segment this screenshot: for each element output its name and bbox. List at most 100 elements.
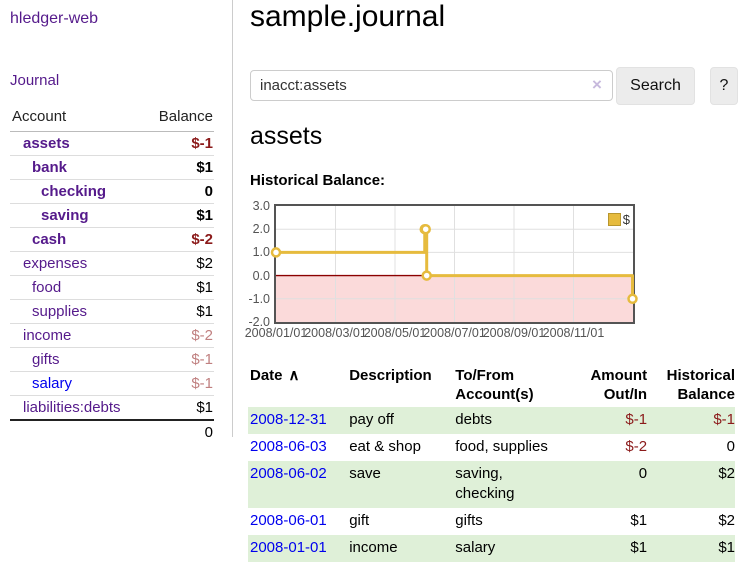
register-row: 2008-06-03 eat & shop food, supplies $-2 0 <box>248 434 735 461</box>
transaction-balance: 0 <box>726 438 735 455</box>
register-col-description: Description <box>349 367 432 384</box>
account-row: food $1 <box>10 275 214 300</box>
legend-swatch-icon <box>607 213 621 226</box>
account-row: income $-2 <box>10 323 214 348</box>
register-row: 2008-01-01 income salary $1 $1 <box>248 535 735 562</box>
register-row: 2008-06-01 gift gifts $1 $2 <box>248 508 735 535</box>
transaction-date-link[interactable]: 2008-06-01 <box>250 512 327 529</box>
chart-label: Historical Balance: <box>250 172 386 189</box>
transaction-amount: $-1 <box>625 411 648 428</box>
account-link-gifts[interactable]: gifts <box>32 351 60 368</box>
y-tick: -2.0 <box>248 315 270 329</box>
account-balance: $-1 <box>144 347 214 372</box>
transaction-description: gift <box>349 512 370 529</box>
data-point-marker <box>420 223 431 235</box>
transaction-accounts: food, supplies <box>455 438 548 455</box>
account-row: cash $-2 <box>10 227 214 252</box>
y-tick: -1.0 <box>248 291 270 306</box>
transaction-date-link[interactable]: 2008-06-03 <box>250 438 327 455</box>
account-link-checking[interactable]: checking <box>41 183 107 200</box>
account-link-saving[interactable]: saving <box>41 207 89 224</box>
register-header-row: Date ∧ Description To/From Account(s) Amount O… <box>248 364 735 407</box>
nav-journal-link[interactable]: Journal <box>10 72 60 89</box>
accounts-header-account: Account <box>10 104 145 132</box>
transaction-date-link[interactable]: 2008-12-31 <box>250 411 327 428</box>
account-link-supplies[interactable]: supplies <box>32 303 88 320</box>
register-col-to-from: To/From Account(s) <box>455 367 534 403</box>
search-button[interactable]: Search <box>616 67 695 105</box>
account-balance: 0 <box>144 179 214 204</box>
transaction-date-link[interactable]: 2008-06-02 <box>250 465 327 482</box>
account-link-salary[interactable]: salary <box>32 375 73 392</box>
y-tick: 1.0 <box>252 245 270 260</box>
y-tick: 0.0 <box>252 268 270 283</box>
register-col-historical: Historical Balance <box>666 367 735 403</box>
register-col-amount: Amount Out/In <box>590 367 648 403</box>
transaction-description: save <box>349 465 381 482</box>
clear-search-icon[interactable]: × <box>592 75 602 94</box>
account-link-cash[interactable]: cash <box>32 231 67 248</box>
transaction-accounts: salary <box>455 539 496 556</box>
transaction-amount: $1 <box>630 512 648 529</box>
transaction-balance: $1 <box>718 539 735 556</box>
account-row: gifts $-1 <box>10 347 214 372</box>
transaction-accounts: gifts <box>455 512 483 529</box>
transaction-accounts: debts <box>455 411 492 428</box>
sidebar-divider <box>232 0 233 437</box>
data-point-marker <box>270 247 282 258</box>
account-row: bank $1 <box>10 155 214 180</box>
accounts-header-balance: Balance <box>144 104 214 132</box>
x-tick: 2008/11/01 <box>542 326 605 340</box>
chart-legend: $ <box>607 212 630 227</box>
transaction-description: income <box>349 539 398 556</box>
transaction-balance: $2 <box>718 512 735 529</box>
x-tick: 2008/07/01 <box>423 326 486 340</box>
x-tick: 2008/01/01 <box>244 326 308 340</box>
register-col-date[interactable]: Date ∧ <box>250 367 300 384</box>
account-balance: $-1 <box>144 371 214 396</box>
app-title-link[interactable]: hledger-web <box>10 10 99 27</box>
search-input[interactable] <box>250 70 613 101</box>
register-row: 2008-06-02 save saving, checking 0 $2 <box>248 461 735 508</box>
historical-balance-chart: $ 3.0 2.0 1.0 0.0 -1.0 -2.0 2008/01/01 2008/03/… <box>245 199 742 346</box>
account-row: saving $1 <box>10 203 214 228</box>
accounts-total-spacer <box>10 419 145 444</box>
account-row: assets $-1 <box>10 132 214 156</box>
transaction-accounts: saving, checking <box>455 465 515 502</box>
transaction-amount: 0 <box>638 465 648 482</box>
chart-canvas <box>270 206 638 322</box>
help-button[interactable]: ? <box>710 67 738 105</box>
legend-label: $ <box>622 212 630 227</box>
account-link-income[interactable]: income <box>23 327 72 344</box>
accounts-total-value: 0 <box>144 419 214 444</box>
register-table: Date ∧ Description To/From Account(s) Amount O… <box>248 364 735 562</box>
account-balance: $2 <box>144 251 214 276</box>
account-link-expenses[interactable]: expenses <box>23 255 88 272</box>
account-heading: assets <box>250 122 323 150</box>
account-balance: $1 <box>144 203 214 228</box>
account-row: liabilities:debts $1 <box>10 395 214 420</box>
transaction-balance: $2 <box>718 465 735 482</box>
account-balance: $1 <box>144 395 214 420</box>
transaction-date-link[interactable]: 2008-01-01 <box>250 539 327 556</box>
account-link-assets[interactable]: assets <box>23 135 70 152</box>
account-balance: $1 <box>144 299 214 324</box>
account-balance: $-2 <box>144 227 214 252</box>
account-row: supplies $1 <box>10 299 214 324</box>
account-balance: $1 <box>144 155 214 180</box>
y-tick: 3.0 <box>252 199 270 213</box>
account-balance: $-1 <box>191 135 213 152</box>
accounts-table: Account Balance assets $-1 bank $1 checking 0… <box>10 104 214 444</box>
sort-asc-icon: ∧ <box>288 367 300 384</box>
account-link-bank[interactable]: bank <box>32 159 68 176</box>
x-tick: 2008/03/01 <box>304 326 367 340</box>
y-tick: 2.0 <box>252 222 270 237</box>
data-point-marker <box>421 270 432 281</box>
account-row: salary $-1 <box>10 371 214 396</box>
page-title: sample.journal <box>250 0 446 33</box>
transaction-amount: $-2 <box>625 438 648 455</box>
account-link-liabilities:debts[interactable]: liabilities:debts <box>23 399 121 416</box>
account-link-food[interactable]: food <box>32 279 62 296</box>
transaction-balance: $-1 <box>713 411 735 428</box>
